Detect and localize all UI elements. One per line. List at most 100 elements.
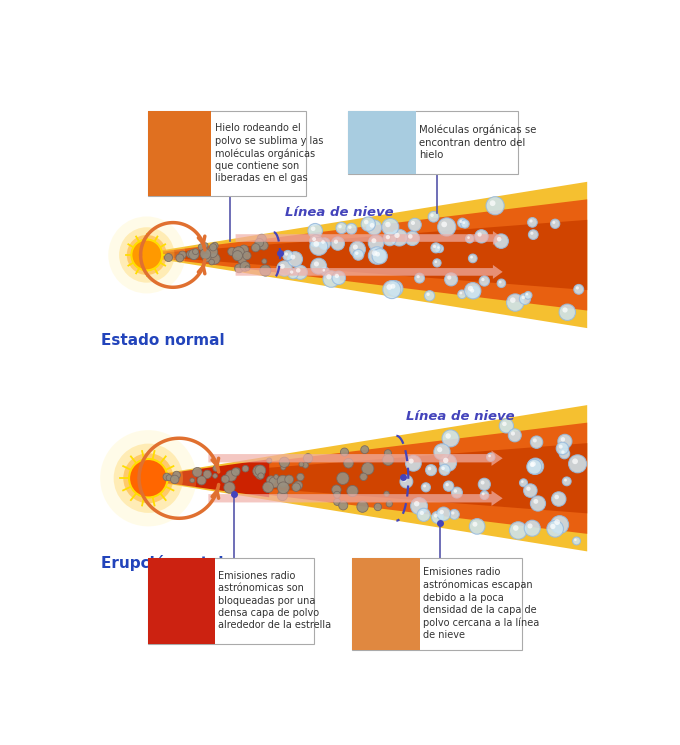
Circle shape <box>321 240 325 244</box>
Circle shape <box>370 223 375 228</box>
Circle shape <box>303 463 308 468</box>
Circle shape <box>293 265 307 279</box>
Circle shape <box>573 537 581 545</box>
Circle shape <box>240 261 250 271</box>
Circle shape <box>568 454 587 473</box>
Circle shape <box>552 221 556 224</box>
Circle shape <box>114 443 183 513</box>
Circle shape <box>288 252 303 267</box>
Circle shape <box>414 501 420 507</box>
Circle shape <box>319 238 330 250</box>
Circle shape <box>527 460 542 475</box>
Circle shape <box>524 484 537 498</box>
Circle shape <box>445 273 458 286</box>
Circle shape <box>383 281 401 299</box>
Circle shape <box>350 241 365 257</box>
Circle shape <box>408 218 422 231</box>
Circle shape <box>388 281 403 297</box>
Circle shape <box>100 430 197 527</box>
Circle shape <box>559 448 570 459</box>
Circle shape <box>487 453 495 461</box>
Circle shape <box>509 522 527 539</box>
Circle shape <box>437 447 442 452</box>
Circle shape <box>309 235 322 247</box>
Circle shape <box>292 483 301 492</box>
Circle shape <box>256 471 265 479</box>
Circle shape <box>497 279 506 288</box>
Circle shape <box>384 450 392 457</box>
Circle shape <box>530 496 545 511</box>
Circle shape <box>547 521 564 537</box>
Circle shape <box>277 482 289 494</box>
Text: Línea de nieve: Línea de nieve <box>284 206 393 220</box>
Circle shape <box>192 249 199 255</box>
Circle shape <box>467 236 470 239</box>
Circle shape <box>213 466 219 472</box>
Circle shape <box>226 470 237 481</box>
Text: Estado normal: Estado normal <box>101 333 224 348</box>
Circle shape <box>277 475 288 486</box>
Circle shape <box>437 247 440 249</box>
Circle shape <box>439 510 444 514</box>
Circle shape <box>443 457 448 463</box>
Circle shape <box>430 214 434 217</box>
Circle shape <box>386 284 392 290</box>
Circle shape <box>326 274 331 279</box>
Circle shape <box>479 276 490 286</box>
Circle shape <box>431 243 441 253</box>
Circle shape <box>258 473 264 479</box>
Circle shape <box>239 245 248 254</box>
Circle shape <box>335 274 339 278</box>
Polygon shape <box>133 220 588 290</box>
Circle shape <box>386 501 392 507</box>
Circle shape <box>411 498 428 515</box>
Circle shape <box>426 465 437 475</box>
Circle shape <box>290 270 293 273</box>
FancyBboxPatch shape <box>148 557 314 644</box>
Circle shape <box>235 468 240 473</box>
Circle shape <box>528 229 538 239</box>
Circle shape <box>447 276 452 279</box>
Circle shape <box>434 514 438 518</box>
Circle shape <box>207 247 218 258</box>
Circle shape <box>528 524 532 528</box>
Circle shape <box>408 234 413 238</box>
Circle shape <box>279 457 290 467</box>
Circle shape <box>551 219 560 229</box>
Circle shape <box>473 522 477 527</box>
Polygon shape <box>133 182 588 328</box>
Circle shape <box>166 475 172 481</box>
Circle shape <box>267 458 272 463</box>
Circle shape <box>521 481 524 483</box>
Text: Emisiones radio
astrónomicas son
bloqueadas por una
densa capa de polvo
alrededo: Emisiones radio astrónomicas son bloquea… <box>218 571 330 630</box>
Circle shape <box>308 224 322 238</box>
Circle shape <box>242 466 249 472</box>
Circle shape <box>554 495 559 499</box>
Circle shape <box>176 254 184 262</box>
Circle shape <box>257 234 267 244</box>
Circle shape <box>280 264 285 269</box>
Circle shape <box>415 273 424 283</box>
Circle shape <box>171 475 179 484</box>
Circle shape <box>533 439 537 443</box>
Circle shape <box>524 291 532 299</box>
Circle shape <box>383 454 394 466</box>
Bar <box>148 557 214 644</box>
Circle shape <box>385 222 390 227</box>
Circle shape <box>443 481 454 491</box>
Circle shape <box>381 218 398 235</box>
FancyBboxPatch shape <box>352 557 522 650</box>
Circle shape <box>235 264 243 273</box>
Circle shape <box>361 217 375 231</box>
Circle shape <box>530 461 536 466</box>
Circle shape <box>391 229 408 246</box>
Circle shape <box>108 217 185 294</box>
Circle shape <box>530 232 534 235</box>
Circle shape <box>336 223 347 234</box>
Circle shape <box>285 475 294 484</box>
Circle shape <box>469 519 485 534</box>
Circle shape <box>461 220 469 228</box>
Circle shape <box>386 235 390 239</box>
Circle shape <box>409 458 413 463</box>
Circle shape <box>355 252 358 255</box>
